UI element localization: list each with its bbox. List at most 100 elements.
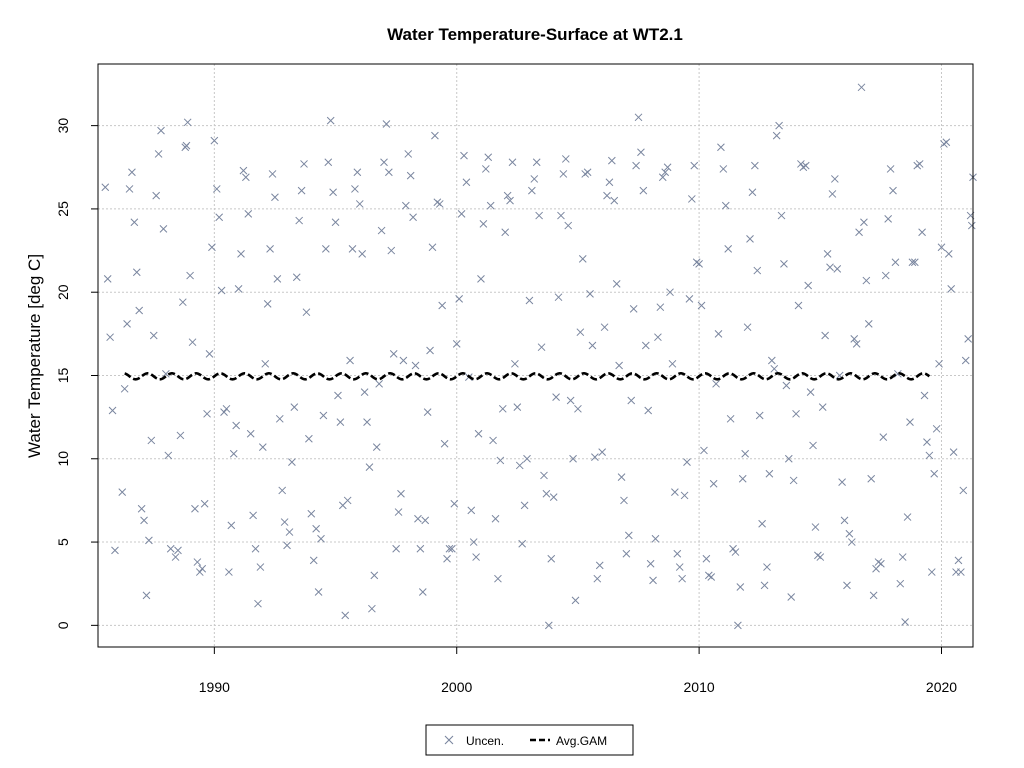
- data-point: [540, 471, 548, 480]
- data-point: [421, 516, 430, 525]
- data-point: [891, 258, 900, 267]
- data-point: [845, 529, 854, 538]
- data-point: [840, 516, 849, 525]
- data-point: [700, 446, 708, 455]
- data-point: [869, 591, 878, 600]
- data-point: [949, 448, 958, 456]
- data-point: [557, 211, 565, 220]
- data-point: [302, 308, 311, 317]
- data-point: [494, 574, 502, 583]
- data-point: [186, 271, 194, 280]
- data-point: [751, 161, 759, 170]
- data-point: [942, 138, 951, 147]
- y-tick-label: 15: [55, 367, 71, 383]
- data-point: [237, 250, 245, 258]
- data-point: [816, 553, 825, 561]
- data-point: [467, 506, 476, 515]
- data-point: [208, 243, 216, 252]
- data-point: [663, 163, 672, 172]
- data-point: [673, 549, 682, 558]
- data-point: [106, 333, 114, 342]
- data-point: [326, 116, 335, 125]
- data-point: [254, 599, 262, 608]
- data-point: [535, 211, 543, 220]
- data-point: [401, 201, 410, 210]
- data-point: [767, 356, 776, 365]
- data-point: [707, 573, 716, 581]
- data-point: [263, 300, 272, 308]
- data-point: [397, 489, 405, 498]
- data-point: [334, 391, 342, 400]
- data-point: [275, 414, 284, 423]
- data-point: [188, 338, 197, 347]
- data-point: [411, 361, 420, 370]
- data-point: [307, 509, 316, 518]
- data-point: [620, 496, 628, 505]
- data-point: [920, 391, 929, 400]
- data-point: [278, 486, 287, 495]
- data-point: [375, 379, 384, 388]
- data-point: [232, 421, 241, 430]
- x-tick-label: 2010: [684, 679, 715, 695]
- data-point: [462, 178, 471, 187]
- data-point: [770, 364, 779, 373]
- data-point: [450, 499, 459, 508]
- data-point: [833, 265, 842, 273]
- data-point: [166, 544, 175, 553]
- data-point: [309, 556, 318, 565]
- data-point: [806, 388, 815, 396]
- data-point: [457, 210, 466, 218]
- data-point: [814, 551, 822, 560]
- data-point: [130, 218, 139, 227]
- data-point: [472, 553, 480, 561]
- data-point: [164, 451, 173, 460]
- data-point: [525, 296, 534, 305]
- data-point: [377, 226, 386, 235]
- legend-x-marker: [444, 735, 454, 745]
- data-point: [789, 476, 798, 485]
- data-point: [607, 156, 616, 165]
- data-point: [680, 491, 689, 500]
- data-point: [654, 333, 662, 342]
- data-point: [399, 356, 408, 365]
- data-point: [251, 544, 260, 553]
- data-point: [964, 334, 973, 343]
- data-point: [428, 243, 437, 252]
- data-point: [852, 339, 861, 348]
- data-point: [523, 454, 531, 463]
- data-point: [709, 479, 718, 488]
- data-point: [537, 343, 546, 352]
- data-point: [862, 276, 871, 285]
- data-point: [137, 504, 146, 513]
- data-point: [147, 436, 156, 445]
- data-point: [847, 538, 856, 546]
- data-point: [368, 604, 376, 613]
- data-point: [937, 243, 946, 252]
- data-point: [821, 331, 830, 340]
- data-point: [763, 563, 771, 571]
- data-point: [193, 558, 202, 566]
- data-point: [726, 414, 735, 423]
- data-point: [595, 561, 604, 570]
- data-point: [360, 388, 369, 396]
- plot-frame: [97, 63, 974, 648]
- data-point: [954, 556, 963, 565]
- data-point: [777, 211, 786, 220]
- data-point: [775, 121, 783, 130]
- data-point: [448, 544, 456, 553]
- data-point: [157, 126, 165, 135]
- data-point: [162, 369, 170, 378]
- data-point: [799, 163, 808, 172]
- data-point: [731, 548, 740, 556]
- data-point: [896, 579, 905, 588]
- data-point: [174, 546, 182, 555]
- data-point: [935, 359, 943, 368]
- data-point: [758, 519, 766, 528]
- y-tick-label: 0: [55, 621, 71, 629]
- data-point: [305, 434, 313, 443]
- data-point: [794, 301, 803, 310]
- data-point: [578, 255, 587, 263]
- data-point: [440, 439, 449, 448]
- legend-item-uncen: Uncen.: [444, 734, 504, 748]
- data-point: [149, 331, 158, 340]
